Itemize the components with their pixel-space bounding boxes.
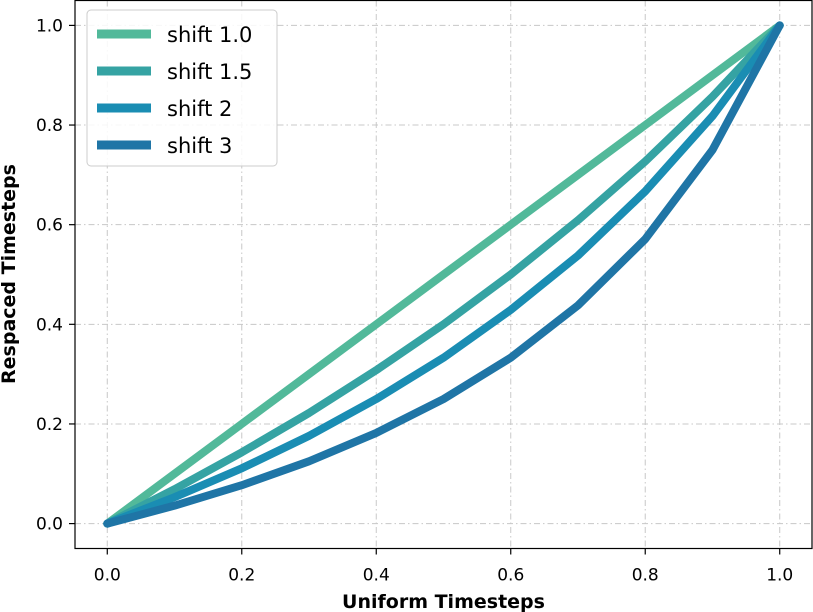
legend-label: shift 1.0 <box>167 23 252 47</box>
x-tick-label: 0.8 <box>632 566 659 586</box>
x-tick-label: 0.2 <box>228 566 255 586</box>
y-tick-label: 0.4 <box>36 315 63 335</box>
series-line-1 <box>103 21 784 528</box>
series-line-2 <box>103 21 784 528</box>
x-axis-title: Uniform Timesteps <box>342 591 545 612</box>
x-tick-label: 0.0 <box>94 566 121 586</box>
series-lines <box>103 21 784 528</box>
y-tick-label: 0.6 <box>36 216 63 236</box>
y-tick-label: 1.0 <box>36 16 63 36</box>
axis-ticks: 0.0 0.2 0.4 0.6 0.8 1.0 0.0 0.2 0.4 0.6 0.8 1.0 <box>36 16 793 585</box>
x-tick-label: 0.6 <box>497 566 524 586</box>
series-line-3 <box>103 21 784 528</box>
y-axis-title: Respaced Timesteps <box>0 164 20 384</box>
y-tick-label: 0.0 <box>36 515 63 535</box>
series-line-4 <box>103 21 784 528</box>
legend-label: shift 1.5 <box>167 60 252 84</box>
plot-frame <box>74 0 813 550</box>
x-tick-label: 1.0 <box>766 566 793 586</box>
x-tick-label: 0.4 <box>363 566 390 586</box>
legend-box <box>86 9 278 167</box>
legend: shift 1.0 shift 1.5 shift 2 shift 3 <box>86 9 278 167</box>
legend-label: shift 2 <box>167 97 232 121</box>
y-tick-label: 0.8 <box>36 116 63 136</box>
legend-label: shift 3 <box>167 134 232 158</box>
y-tick-label: 0.2 <box>36 415 63 435</box>
grid <box>75 0 812 549</box>
